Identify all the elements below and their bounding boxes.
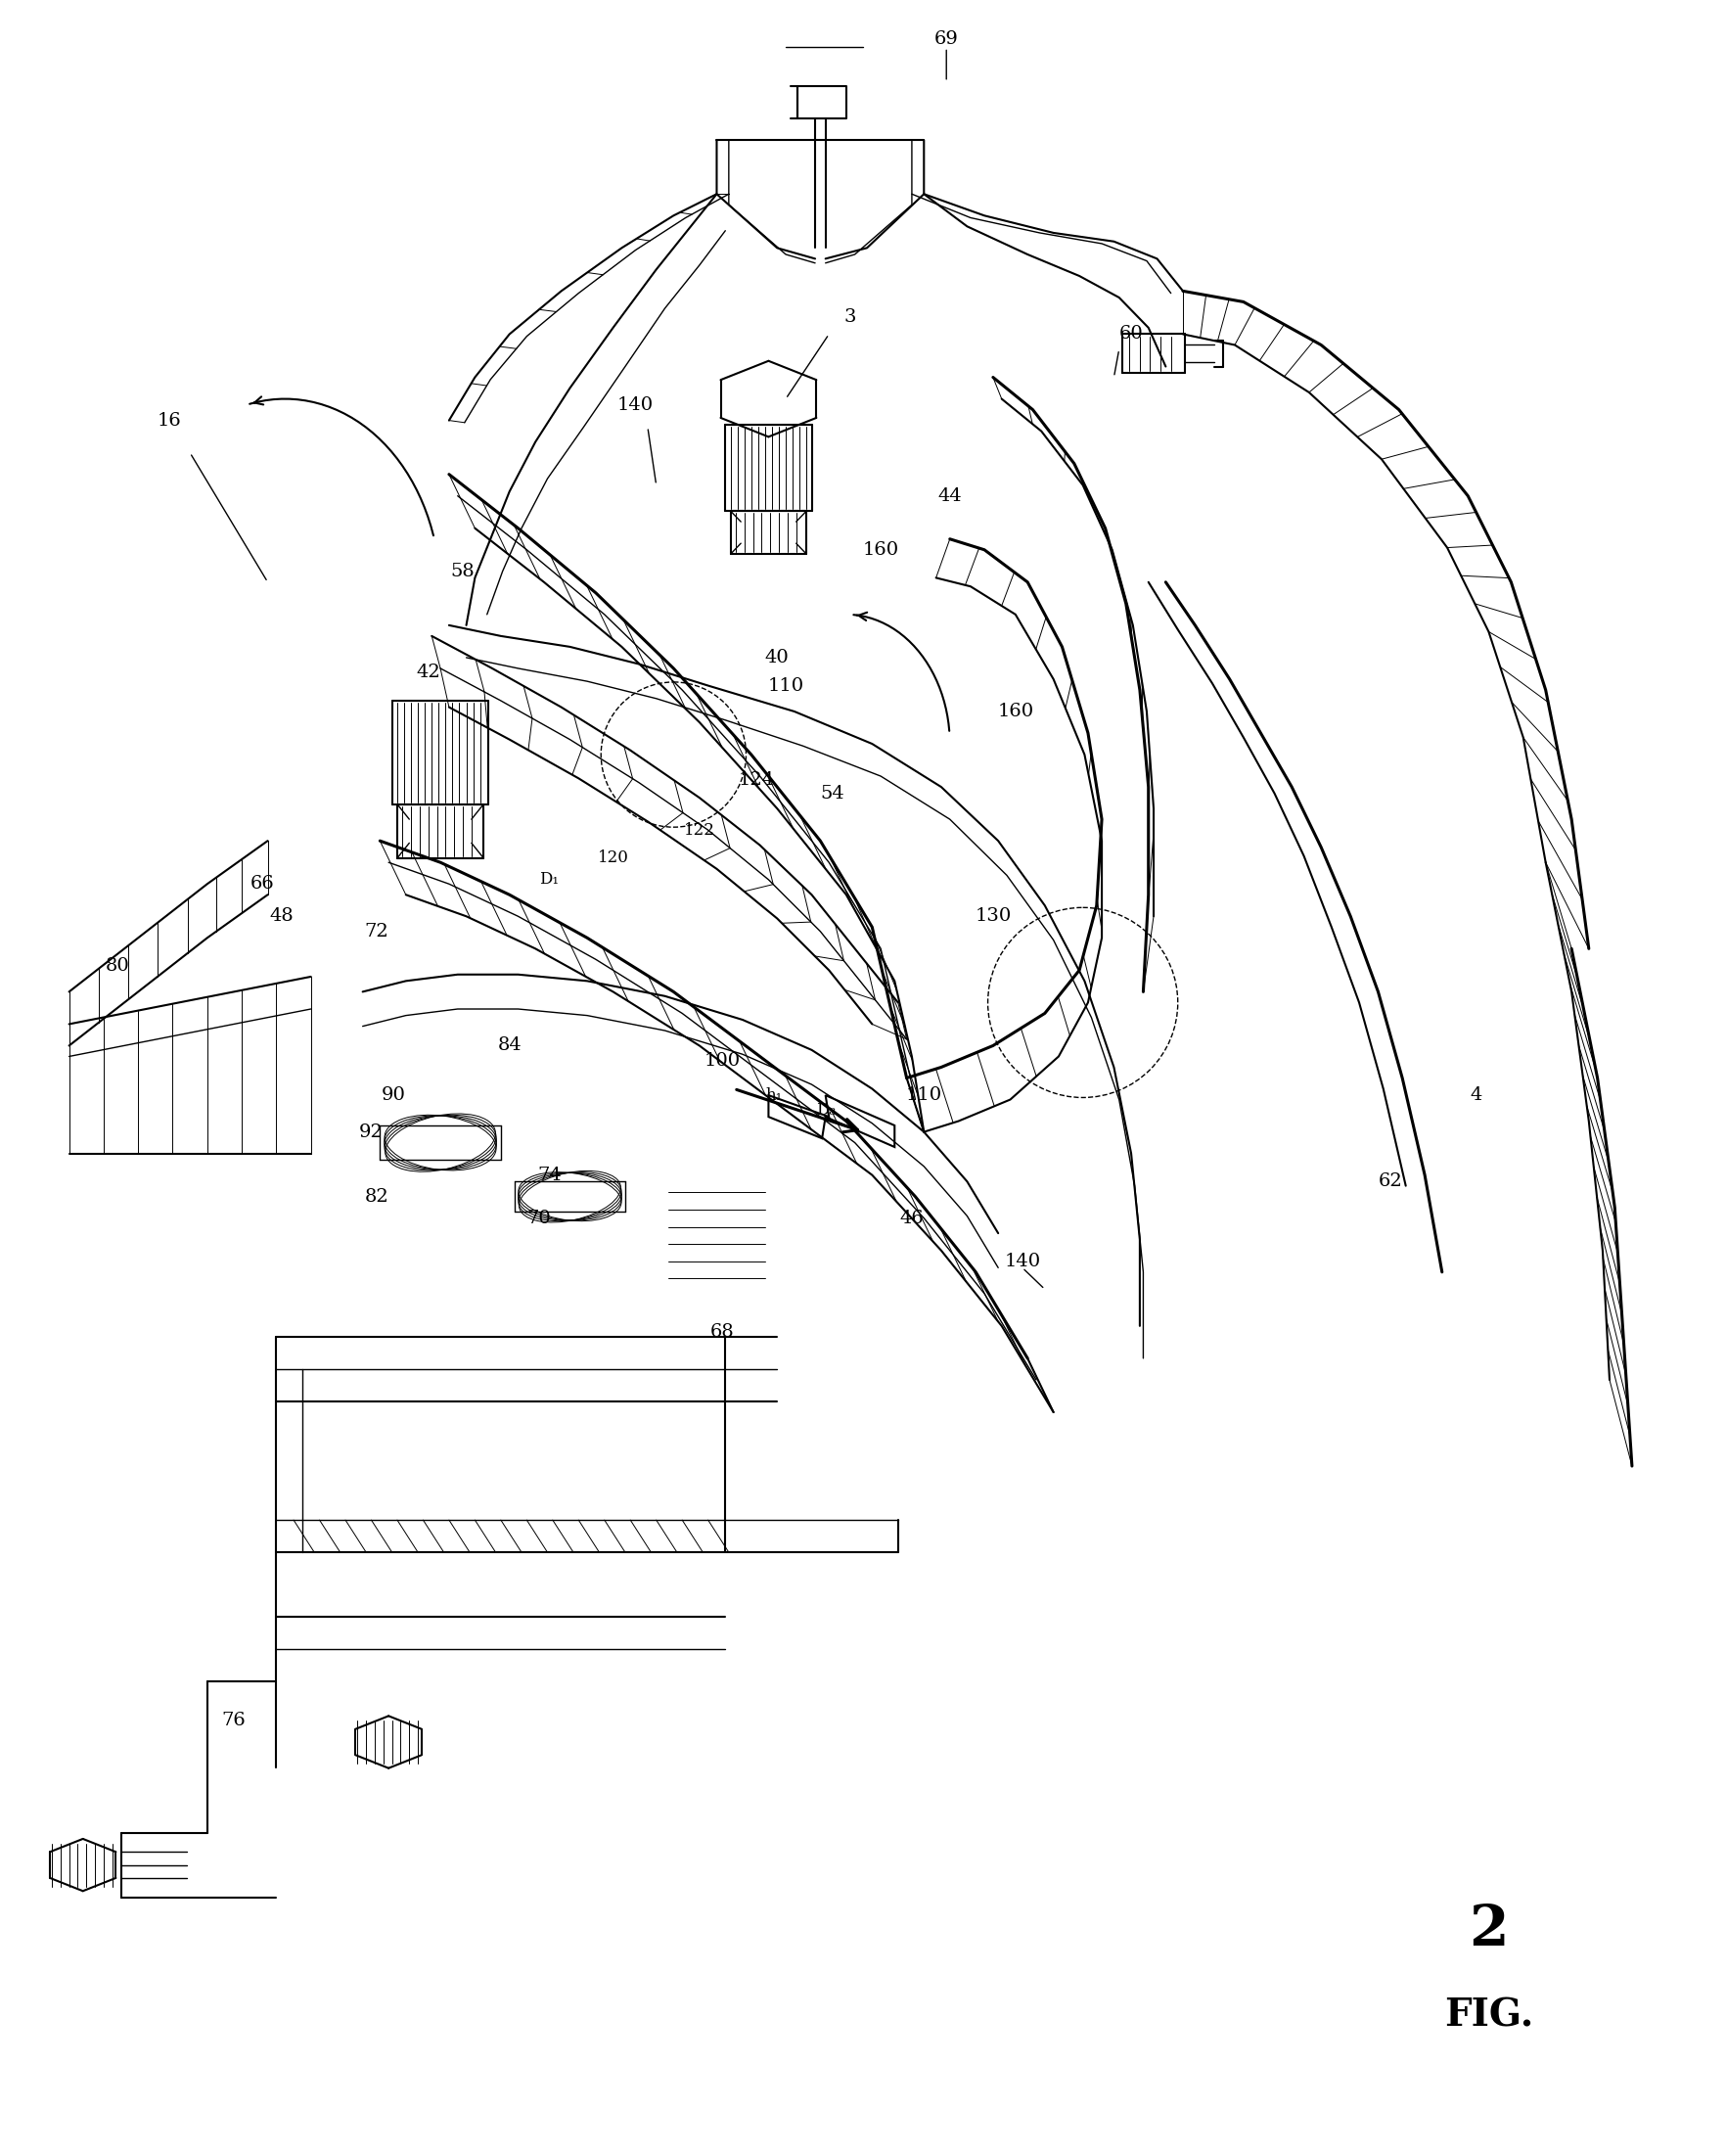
Text: 54: 54 bbox=[820, 785, 844, 802]
Text: 60: 60 bbox=[1118, 326, 1143, 343]
Text: 90: 90 bbox=[381, 1087, 406, 1104]
Text: 70: 70 bbox=[526, 1210, 551, 1227]
Text: 82: 82 bbox=[364, 1188, 388, 1205]
Text: 74: 74 bbox=[537, 1166, 561, 1184]
Text: 40: 40 bbox=[765, 649, 789, 666]
Text: D₁: D₁ bbox=[539, 871, 559, 888]
Text: 80: 80 bbox=[105, 957, 129, 975]
Polygon shape bbox=[768, 1095, 894, 1147]
Text: FIG.: FIG. bbox=[1443, 1996, 1533, 2035]
Text: 92: 92 bbox=[359, 1123, 383, 1141]
Text: 100: 100 bbox=[702, 1052, 740, 1069]
Text: 84: 84 bbox=[497, 1037, 521, 1054]
Text: h₁: h₁ bbox=[765, 1087, 782, 1104]
Text: 4: 4 bbox=[1469, 1087, 1483, 1104]
Text: 3: 3 bbox=[842, 308, 856, 326]
Text: 2: 2 bbox=[1467, 1902, 1509, 1958]
Text: 76: 76 bbox=[221, 1712, 245, 1729]
Text: 42: 42 bbox=[416, 664, 440, 681]
Text: 44: 44 bbox=[937, 487, 961, 505]
Text: 16: 16 bbox=[157, 412, 181, 429]
Text: 69: 69 bbox=[934, 30, 958, 47]
Text: 140: 140 bbox=[1003, 1253, 1041, 1270]
Text: 120: 120 bbox=[597, 849, 628, 867]
Text: 124: 124 bbox=[737, 772, 775, 789]
Text: 72: 72 bbox=[364, 923, 388, 940]
Text: 48: 48 bbox=[269, 908, 293, 925]
Text: 160: 160 bbox=[996, 703, 1034, 720]
Text: 58: 58 bbox=[450, 563, 475, 580]
Text: 110: 110 bbox=[904, 1087, 942, 1104]
Text: 110: 110 bbox=[766, 677, 804, 694]
Text: 66: 66 bbox=[250, 875, 274, 893]
Text: 62: 62 bbox=[1377, 1173, 1402, 1190]
Text: 160: 160 bbox=[861, 541, 899, 558]
Text: 46: 46 bbox=[899, 1210, 923, 1227]
Text: 140: 140 bbox=[616, 397, 654, 414]
Text: 122: 122 bbox=[683, 821, 715, 839]
Text: 130: 130 bbox=[973, 908, 1011, 925]
Text: 68: 68 bbox=[709, 1324, 734, 1341]
Text: D₈: D₈ bbox=[815, 1102, 835, 1119]
